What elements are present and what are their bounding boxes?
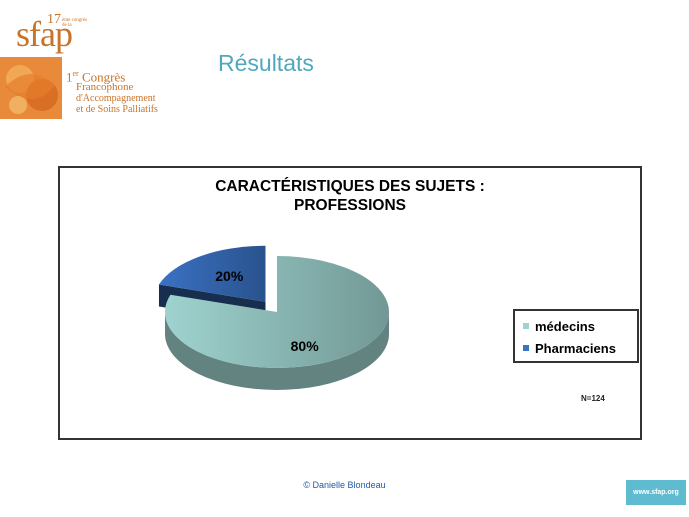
logo-line3: d'Accompagnement (76, 93, 156, 105)
data-label-medecins: 80% (291, 338, 320, 354)
footer-copyright: © Danielle Blondeau (303, 480, 386, 490)
logo-artwork-icon (0, 57, 62, 119)
chart-frame: CARACTÉRISTIQUES DES SUJETS : PROFESSION… (58, 166, 642, 440)
logo-number: 17 (47, 12, 61, 27)
legend-swatch-medecins (523, 323, 529, 329)
pie-chart: 80% 20% (158, 245, 389, 390)
site-url-badge[interactable]: www.sfap.org (626, 480, 686, 505)
data-label-pharmaciens: 20% (215, 268, 244, 284)
logo-line1-prefix: 1 (66, 69, 73, 85)
chart-title-line-1: CARACTÉRISTIQUES DES SUJETS : (215, 178, 485, 195)
legend-swatch-pharmaciens (523, 345, 529, 351)
legend-label-pharmaciens: Pharmaciens (535, 340, 616, 356)
chart-title-line-2: PROFESSIONS (294, 197, 406, 214)
logo-name: sfap (16, 14, 73, 54)
pie-side-medecins (165, 312, 389, 390)
logo-line4: et de Soins Palliatifs (76, 104, 158, 116)
logo-small-text: ème congrès de la (62, 18, 88, 28)
legend-item-pharmaciens: Pharmaciens (523, 339, 616, 357)
logo-line1-rest: Congrès (81, 69, 126, 85)
pie-slice-medecins (164, 256, 389, 368)
legend-item-medecins: médecins (523, 317, 595, 335)
chart-title: CARACTÉRISTIQUES DES SUJETS : PROFESSION… (60, 177, 640, 215)
logo-congress-text: 1er Congrès Francophone d'Accompagnement… (66, 68, 158, 115)
legend-label-medecins: médecins (535, 318, 595, 334)
chart-legend: médecins Pharmaciens (513, 309, 639, 363)
sample-size-note: N=124 (581, 394, 605, 403)
pie-slice-pharmaciens (158, 245, 266, 302)
logo-line1-sup: er (72, 69, 79, 78)
sfap-logo: 17 ème congrès de la sfap 1er Congrès Fr… (0, 0, 175, 125)
logo-line2: Francophone (76, 81, 134, 94)
page-title: Résultats (218, 50, 314, 76)
